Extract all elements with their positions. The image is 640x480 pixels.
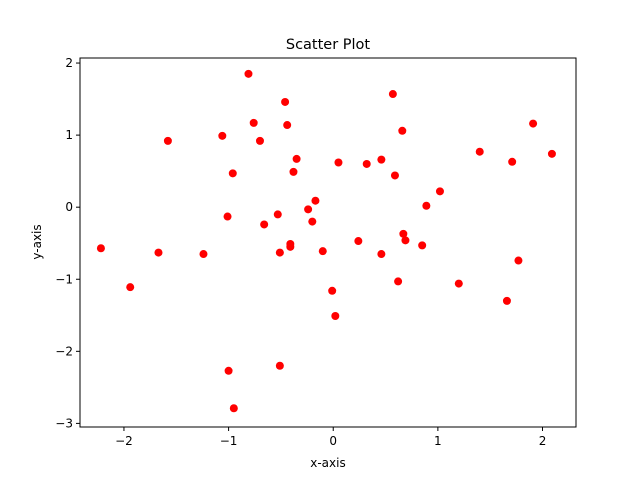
- data-point: [399, 229, 408, 238]
- data-point: [275, 248, 284, 257]
- x-axis-ticks: −2 −1 0 1 2: [115, 427, 546, 448]
- data-point: [354, 237, 363, 246]
- data-point: [281, 97, 290, 106]
- data-point: [454, 279, 463, 288]
- x-tick-label: 0: [329, 434, 337, 448]
- data-point: [96, 244, 105, 253]
- data-point: [514, 256, 523, 265]
- data-point: [422, 201, 431, 210]
- data-point: [502, 296, 511, 305]
- data-point: [418, 241, 427, 250]
- data-point: [401, 236, 410, 245]
- data-point: [244, 69, 253, 78]
- data-point: [377, 250, 386, 259]
- data-point: [126, 283, 135, 292]
- data-point: [318, 247, 327, 256]
- y-tick-label: −1: [55, 272, 73, 286]
- data-point: [394, 277, 403, 286]
- data-point: [199, 250, 208, 259]
- data-point: [308, 217, 317, 226]
- y-tick-label: 1: [65, 128, 73, 142]
- data-point: [311, 196, 320, 205]
- data-points: [96, 69, 556, 413]
- data-point: [260, 220, 269, 229]
- data-point: [228, 169, 237, 178]
- data-point: [508, 157, 517, 166]
- y-axis-ticks: −3 −2 −1 0 1 2: [55, 56, 80, 430]
- data-point: [475, 147, 484, 156]
- data-point: [154, 248, 163, 257]
- data-point: [388, 90, 397, 99]
- data-point: [223, 212, 232, 221]
- x-tick-label: 1: [434, 434, 442, 448]
- y-tick-label: −2: [55, 344, 73, 358]
- data-point: [529, 119, 538, 128]
- x-tick-label: 2: [539, 434, 547, 448]
- data-point: [275, 361, 284, 370]
- data-point: [331, 312, 340, 321]
- data-point: [328, 286, 337, 295]
- data-point: [362, 159, 371, 168]
- y-tick-label: 2: [65, 56, 73, 70]
- data-point: [163, 136, 172, 145]
- data-point: [229, 404, 238, 413]
- data-point: [289, 167, 298, 176]
- y-tick-label: −3: [55, 416, 73, 430]
- data-point: [398, 126, 407, 135]
- data-point: [334, 158, 343, 167]
- data-point: [224, 366, 233, 375]
- data-point: [255, 136, 264, 145]
- y-tick-label: 0: [65, 200, 73, 214]
- x-tick-label: −2: [115, 434, 133, 448]
- data-point: [286, 242, 295, 251]
- x-axis-label: x-axis: [310, 456, 345, 470]
- data-point: [292, 154, 301, 163]
- data-point: [547, 149, 556, 158]
- data-point: [304, 205, 313, 214]
- data-point: [218, 131, 227, 140]
- data-point: [249, 118, 258, 127]
- data-point: [390, 171, 399, 180]
- chart-title: Scatter Plot: [286, 37, 371, 53]
- plot-frame: [79, 57, 577, 428]
- data-point: [435, 187, 444, 196]
- data-point: [283, 121, 292, 130]
- data-point: [377, 155, 386, 164]
- x-tick-label: −1: [220, 434, 238, 448]
- y-axis-label: y-axis: [30, 224, 44, 259]
- data-point: [273, 210, 282, 219]
